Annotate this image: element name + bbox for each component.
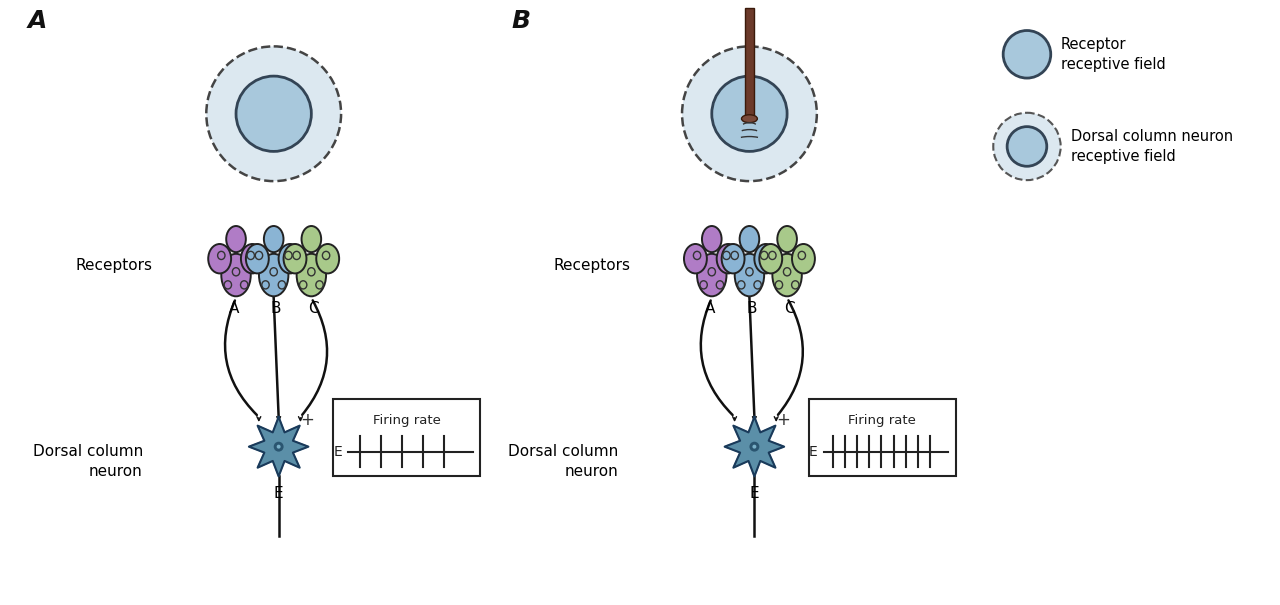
Ellipse shape [777, 226, 797, 252]
Circle shape [1007, 126, 1047, 166]
Text: E: E [809, 445, 818, 459]
Text: Receptors: Receptors [553, 258, 631, 273]
Text: Receptors: Receptors [76, 258, 152, 273]
Ellipse shape [740, 226, 759, 252]
Text: B: B [512, 8, 531, 33]
Polygon shape [724, 417, 785, 476]
Ellipse shape [246, 244, 269, 273]
Ellipse shape [722, 244, 745, 273]
Ellipse shape [279, 244, 302, 273]
Text: C: C [783, 301, 795, 316]
Text: Dorsal column
neuron: Dorsal column neuron [32, 444, 143, 479]
Bar [809, 399, 956, 476]
Text: +: + [776, 411, 790, 429]
Ellipse shape [792, 244, 815, 273]
Circle shape [993, 113, 1061, 180]
Text: A: A [229, 301, 239, 316]
Ellipse shape [316, 244, 339, 273]
Circle shape [712, 76, 787, 151]
Ellipse shape [754, 244, 777, 273]
Ellipse shape [264, 226, 283, 252]
Text: C: C [308, 301, 319, 316]
Text: Firing rate: Firing rate [849, 414, 916, 427]
Ellipse shape [221, 254, 251, 296]
Text: Receptor
receptive field: Receptor receptive field [1061, 37, 1165, 72]
Ellipse shape [717, 244, 740, 273]
Ellipse shape [259, 254, 288, 296]
Text: A: A [704, 301, 716, 316]
Circle shape [206, 47, 340, 181]
Ellipse shape [772, 254, 801, 296]
Ellipse shape [209, 244, 232, 273]
Bar [745, 8, 754, 119]
Ellipse shape [684, 244, 707, 273]
Bar [333, 399, 480, 476]
Ellipse shape [227, 226, 246, 252]
Text: Dorsal column
neuron: Dorsal column neuron [508, 444, 618, 479]
Ellipse shape [701, 226, 722, 252]
Text: +: + [301, 411, 315, 429]
Text: B: B [746, 301, 756, 316]
Polygon shape [248, 417, 308, 476]
Text: E: E [274, 486, 283, 502]
Ellipse shape [735, 254, 764, 296]
Ellipse shape [741, 115, 758, 123]
Circle shape [1004, 30, 1051, 78]
Circle shape [236, 76, 311, 151]
Text: E: E [750, 486, 759, 502]
Ellipse shape [759, 244, 782, 273]
Text: E: E [333, 445, 342, 459]
Circle shape [682, 47, 817, 181]
Ellipse shape [753, 445, 756, 449]
Ellipse shape [297, 254, 326, 296]
Ellipse shape [302, 226, 321, 252]
Text: A: A [28, 8, 47, 33]
Text: Firing rate: Firing rate [372, 414, 440, 427]
Ellipse shape [698, 254, 727, 296]
Ellipse shape [276, 445, 280, 449]
Ellipse shape [241, 244, 264, 273]
Ellipse shape [749, 442, 759, 451]
Text: Dorsal column neuron
receptive field: Dorsal column neuron receptive field [1070, 129, 1233, 164]
Ellipse shape [284, 244, 306, 273]
Text: B: B [270, 301, 280, 316]
Ellipse shape [274, 442, 284, 451]
